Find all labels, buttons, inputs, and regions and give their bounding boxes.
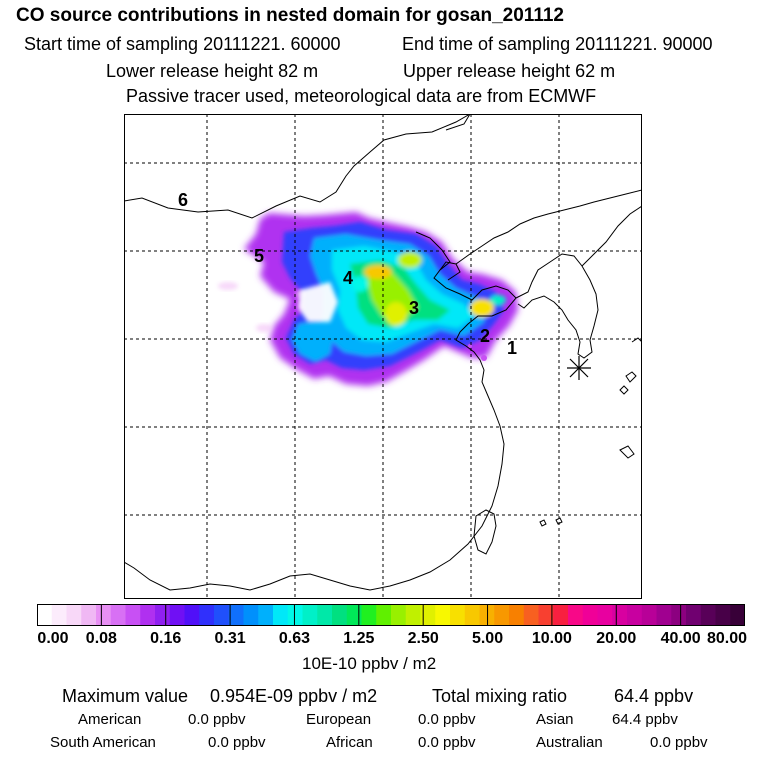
colorbar-cell	[66, 604, 82, 626]
colorbar-cell	[125, 604, 141, 626]
colorbar-cell	[184, 604, 200, 626]
colorbar-cell	[214, 604, 230, 626]
colorbar-unit: 10E-10 ppbv / m2	[302, 654, 437, 673]
start-time-label: Start time of sampling 20111221. 60000	[24, 34, 341, 54]
colorbar-tick-label: 0.31	[214, 630, 246, 647]
map-frame	[124, 114, 642, 599]
colorbar-cell	[140, 604, 156, 626]
region-australian-value: 0.0 ppbv	[650, 734, 708, 751]
colorbar-tick-label: 10.00	[531, 630, 572, 647]
colorbar-cell	[656, 604, 672, 626]
source-marker-6: 6	[178, 190, 188, 210]
colorbar-cell	[391, 604, 407, 626]
colorbar-cell	[361, 604, 377, 626]
colorbar-cell	[346, 604, 362, 626]
colorbar-tick-label: 40.00	[660, 630, 701, 647]
colorbar-cell	[317, 604, 333, 626]
colorbar-cell	[700, 604, 716, 626]
end-time-label: End time of sampling 20111221. 90000	[402, 34, 713, 54]
source-marker-5: 5	[254, 246, 264, 266]
colorbar-cell	[376, 604, 392, 626]
tracer-note: Passive tracer used, meteorological data…	[126, 86, 597, 106]
colorbar-cell	[81, 604, 97, 626]
region-australian-name: Australian	[536, 734, 603, 751]
colorbar-cell	[96, 604, 112, 626]
colorbar-cell	[730, 604, 745, 626]
colorbar-cell	[686, 604, 702, 626]
colorbar-cell	[435, 604, 451, 626]
colorbar-cell	[582, 604, 598, 626]
region-asian-value: 64.4 ppbv	[612, 711, 678, 728]
colorbar-cell	[155, 604, 171, 626]
plot-title: CO source contributions in nested domain…	[16, 5, 564, 26]
colorbar-cell	[51, 604, 67, 626]
region-asian-name: Asian	[536, 711, 574, 728]
region-african-name: African	[326, 734, 373, 751]
coastlines	[124, 114, 642, 591]
colorbar-cell	[715, 604, 731, 626]
colorbar-cell	[538, 604, 554, 626]
lower-release-height-label: Lower release height 82 m	[106, 61, 319, 81]
colorbar-cell	[627, 604, 643, 626]
colorbar-tick-label: 0.63	[278, 630, 311, 647]
colorbar-tick-label: 0.08	[85, 630, 117, 647]
colorbar-cell	[509, 604, 525, 626]
region-american-value: 0.0 ppbv	[188, 711, 246, 728]
colorbar-tick-label: 5.00	[471, 630, 504, 647]
concentration-field	[218, 212, 518, 386]
colorbar	[37, 604, 745, 626]
colorbar-cell	[37, 604, 53, 626]
total-mixing-ratio-value: 64.4 ppbv	[614, 686, 694, 706]
colorbar-cell	[494, 604, 510, 626]
region-european-value: 0.0 ppbv	[418, 711, 476, 728]
colorbar-cell	[169, 604, 185, 626]
colorbar-cell	[332, 604, 348, 626]
colorbar-cell	[641, 604, 657, 626]
colorbar-cell	[671, 604, 687, 626]
colorbar-tick-label: 0.16	[150, 630, 182, 647]
colorbar-cell	[110, 604, 126, 626]
colorbar-cell	[302, 604, 318, 626]
colorbar-cell	[228, 604, 244, 626]
colorbar-cell	[243, 604, 259, 626]
upper-release-height-label: Upper release height 62 m	[403, 61, 616, 81]
colorbar-cell	[405, 604, 421, 626]
colorbar-cell	[450, 604, 466, 626]
source-marker-3: 3	[409, 298, 419, 318]
colorbar-tick-label: 2.50	[407, 630, 439, 647]
region-african-value: 0.0 ppbv	[418, 734, 476, 751]
colorbar-cell	[199, 604, 215, 626]
colorbar-cell	[568, 604, 584, 626]
source-marker-1: 1	[507, 338, 517, 358]
colorbar-cell	[258, 604, 274, 626]
colorbar-tick-label: 1.25	[343, 630, 375, 647]
colorbar-cell	[553, 604, 569, 626]
region-south-american-name: South American	[50, 734, 156, 751]
colorbar-tick-label: 80.00	[706, 630, 748, 647]
source-marker-4: 4	[343, 268, 353, 288]
region-european-name: European	[306, 711, 372, 728]
colorbar-tick-label: 0.00	[37, 630, 69, 647]
total-mixing-ratio-label: Total mixing ratio	[432, 686, 568, 706]
colorbar-cell	[420, 604, 436, 626]
source-marker-2: 2	[480, 326, 490, 346]
colorbar-cell	[464, 604, 480, 626]
max-value: 0.954E-09 ppbv / m2	[210, 686, 378, 706]
receptor-asterisk-icon	[567, 356, 591, 380]
colorbar-tick-label: 20.00	[596, 630, 637, 647]
colorbar-cell	[523, 604, 539, 626]
colorbar-cell	[612, 604, 628, 626]
max-value-label: Maximum value	[62, 686, 189, 706]
colorbar-cell	[273, 604, 289, 626]
map-panel: 1 2 3 4 5 6	[124, 114, 642, 599]
colorbar-cell	[597, 604, 613, 626]
region-south-american-value: 0.0 ppbv	[208, 734, 266, 751]
region-american-name: American	[78, 711, 142, 728]
colorbar-cell	[287, 604, 303, 626]
